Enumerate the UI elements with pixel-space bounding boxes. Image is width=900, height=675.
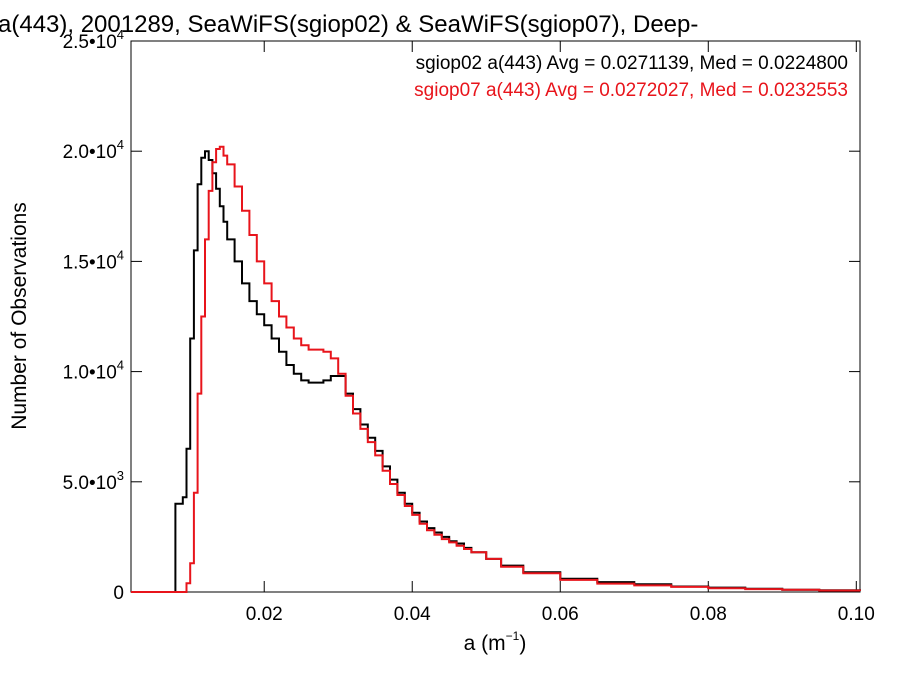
x-tick-label: 0.04 <box>394 604 431 625</box>
x-tick-label: 0.10 <box>838 604 875 625</box>
y-tick-mantissa: 1.0•10 <box>63 363 117 384</box>
y-tick-label: 5.0•103 <box>63 468 124 494</box>
y-tick-exponent: 3 <box>117 468 124 483</box>
series-line-sgiop02 <box>131 150 861 593</box>
x-tick-label: 0.02 <box>246 604 283 625</box>
legend-entry-sgiop07: sgiop07 a(443) Avg = 0.0272027, Med = 0.… <box>414 80 848 101</box>
y-tick-exponent: 4 <box>117 27 124 42</box>
y-tick-mantissa: 5.0•10 <box>63 473 117 494</box>
chart-title: a(443), 2001289, SeaWiFS(sgiop02) & SeaW… <box>0 11 698 38</box>
y-tick-exponent: 4 <box>117 358 124 373</box>
x-tick-label: 0.06 <box>542 604 579 625</box>
x-axis-label: a (m−1) <box>464 629 527 655</box>
y-axis-label: Number of Observations <box>8 202 31 430</box>
series-line-sgiop07 <box>131 145 861 593</box>
y-tick-label: 2.5•104 <box>63 27 124 53</box>
y-tick-label: 1.5•104 <box>63 247 124 273</box>
x-axis-label-exponent: −1 <box>506 629 520 643</box>
y-tick-mantissa: 1.5•10 <box>63 252 117 273</box>
series-group <box>131 145 861 593</box>
x-axis-label-base: a (m <box>464 632 506 655</box>
plot-frame <box>130 40 861 593</box>
y-tick-mantissa: 2.0•10 <box>63 142 117 163</box>
y-tick-label: 1.0•104 <box>63 358 124 384</box>
x-tick-label: 0.08 <box>690 604 727 625</box>
legend-entry-sgiop02: sgiop02 a(443) Avg = 0.0271139, Med = 0.… <box>416 53 848 74</box>
x-axis-label-close: ) <box>519 632 526 655</box>
y-tick-exponent: 4 <box>117 247 124 262</box>
y-tick-exponent: 4 <box>117 137 124 152</box>
y-tick-mantissa: 2.5•10 <box>63 32 117 53</box>
axis-ticks: 0.02 0.04 0.06 0.08 0.1005.0•1031.0•1041.5•1… <box>63 27 875 625</box>
y-tick-mantissa: 0 <box>113 583 124 604</box>
y-tick-label: 0 <box>113 583 124 604</box>
y-tick-label: 2.0•104 <box>63 137 124 163</box>
